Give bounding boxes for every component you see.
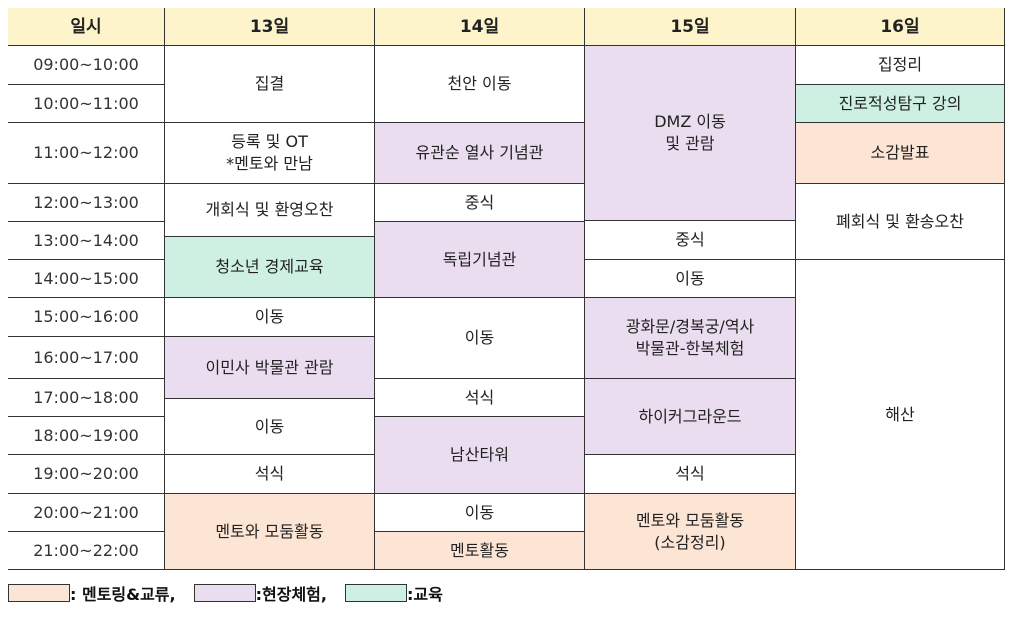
schedule-cell: 이동: [165, 399, 375, 455]
schedule-cell: 이동: [375, 494, 585, 532]
time-slot: 20:00~21:00: [8, 494, 165, 532]
schedule-cell: 이동: [585, 260, 796, 298]
legend-label: :현장체험,: [255, 585, 327, 604]
legend-swatch: [193, 584, 256, 602]
schedule-cell: 등록 및 OT *멘토와 만남: [165, 123, 375, 184]
schedule-cell: 멘토와 모둠활동: [165, 494, 375, 570]
legend: : 멘토링&교류, :현장체험, :교육: [8, 582, 461, 604]
legend-item: :현장체험,: [193, 581, 327, 605]
time-slot: 10:00~11:00: [8, 85, 165, 123]
schedule-cell: 소감발표: [796, 123, 1005, 184]
header-cell: 15일: [585, 8, 796, 46]
legend-swatch: [344, 584, 407, 602]
schedule-table: 일시 13일 14일 15일 16일 09:00~10:00 10:00~11:00 11:0…: [8, 8, 1005, 570]
schedule-cell: 석식: [585, 455, 796, 494]
legend-label: : 멘토링&교류,: [70, 585, 176, 604]
schedule-cell: 멘토와 모둠활동 (소감정리): [585, 494, 796, 570]
schedule-cell: 중식: [375, 184, 585, 222]
header-cell: 13일: [165, 8, 375, 46]
time-slot: 21:00~22:00: [8, 532, 165, 570]
schedule-cell: 집결: [165, 46, 375, 123]
schedule-cell: 진로적성탐구 강의: [796, 85, 1005, 123]
legend-item: :교육: [344, 581, 443, 605]
schedule-cell: 하이커그라운드: [585, 379, 796, 455]
time-slot: 15:00~16:00: [8, 298, 165, 337]
time-slot: 13:00~14:00: [8, 222, 165, 260]
schedule-cell: 광화문/경복궁/역사 박물관-한복체험: [585, 298, 796, 379]
schedule-cell: DMZ 이동 및 관람: [585, 46, 796, 221]
header-cell: 16일: [796, 8, 1005, 46]
schedule-cell: 청소년 경제교육: [165, 237, 375, 298]
schedule-cell: 이동: [165, 298, 375, 337]
time-slot: 11:00~12:00: [8, 123, 165, 184]
schedule-cell: 집정리: [796, 46, 1005, 85]
schedule-cell: 남산타워: [375, 417, 585, 494]
schedule-cell: 독립기념관: [375, 222, 585, 298]
schedule-cell: 중식: [585, 221, 796, 260]
time-slot: 17:00~18:00: [8, 379, 165, 417]
time-slot: 16:00~17:00: [8, 337, 165, 379]
time-slot: 09:00~10:00: [8, 46, 165, 85]
time-slot: 19:00~20:00: [8, 455, 165, 494]
legend-swatch: [8, 584, 70, 602]
header-cell: 일시: [8, 8, 165, 46]
schedule-cell: 개회식 및 환영오찬: [165, 184, 375, 237]
time-slot: 18:00~19:00: [8, 417, 165, 455]
schedule-cell: 천안 이동: [375, 46, 585, 123]
legend-item: : 멘토링&교류,: [8, 581, 176, 605]
schedule-cell: 석식: [165, 455, 375, 494]
schedule-cell: 석식: [375, 379, 585, 417]
time-slot: 12:00~13:00: [8, 184, 165, 222]
schedule-cell: 이동: [375, 298, 585, 379]
time-slot: 14:00~15:00: [8, 260, 165, 298]
schedule-cell: 폐회식 및 환송오찬: [796, 184, 1005, 260]
header-cell: 14일: [375, 8, 585, 46]
schedule-cell: 해산: [796, 260, 1005, 570]
schedule-cell: 유관순 열사 기념관: [375, 123, 585, 184]
legend-label: :교육: [406, 585, 443, 604]
schedule-cell: 이민사 박물관 관람: [165, 337, 375, 399]
schedule-cell: 멘토활동: [375, 532, 585, 570]
